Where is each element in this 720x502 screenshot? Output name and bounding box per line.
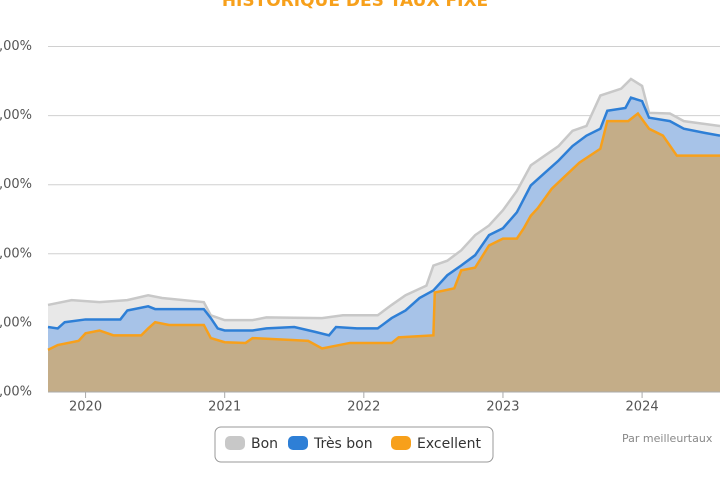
axes: 0,00% 1,00% 2,00% 3,00% 4,00% 5,00% 2020 2021 20… <box>0 39 720 415</box>
y-tick-label: 1,00% <box>0 315 32 330</box>
legend-swatch[interactable] <box>391 436 411 450</box>
line <box>47 111 720 351</box>
x-tick-label: 2021 <box>208 400 241 415</box>
area <box>48 113 720 392</box>
chart-title: HISTORIQUE DES TAUX FIXE <box>222 0 488 11</box>
x-tick-label: 2022 <box>347 400 380 415</box>
legend-label[interactable]: Excellent <box>417 436 481 452</box>
line <box>47 96 720 337</box>
legend-swatch[interactable] <box>225 436 245 450</box>
y-tick-label: 4,00% <box>0 108 32 123</box>
credit: Par meilleurtaux <box>622 432 713 445</box>
legend-label[interactable]: Bon <box>251 436 278 452</box>
plot-area <box>47 77 720 393</box>
legend: Bon Très bon Excellent <box>225 436 481 452</box>
x-tick-label: 2024 <box>626 400 659 415</box>
y-tick-label: 3,00% <box>0 177 32 192</box>
legend-label[interactable]: Très bon <box>313 436 373 452</box>
y-tick-label: 5,00% <box>0 39 32 54</box>
x-tick-label: 2020 <box>69 400 102 415</box>
y-tick-label: 0,00% <box>0 385 32 400</box>
x-tick-label: 2023 <box>486 400 519 415</box>
legend-swatch[interactable] <box>288 436 308 450</box>
legend-box <box>214 426 494 463</box>
line <box>47 77 720 322</box>
y-tick-label: 2,00% <box>0 246 32 261</box>
